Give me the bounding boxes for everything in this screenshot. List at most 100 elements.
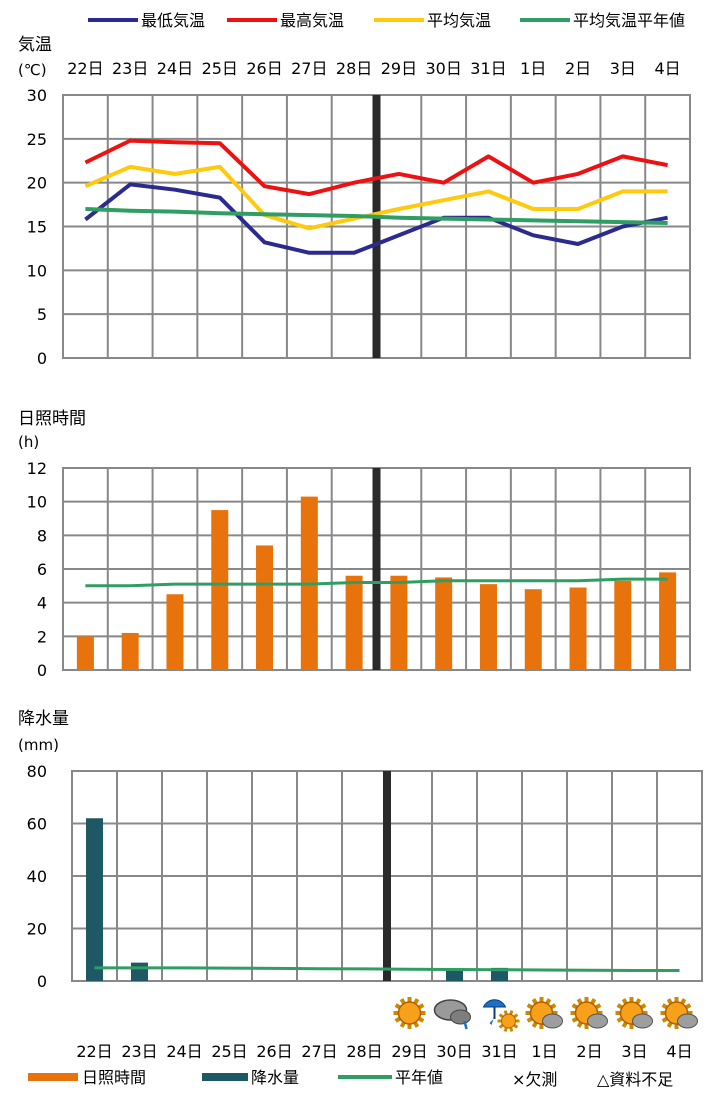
sunny-cloudy-icon: [660, 997, 698, 1029]
arrow-mark: [489, 1019, 494, 1025]
sunny-cloudy-icon: [615, 997, 653, 1029]
legend-precip-label: 降水量: [251, 1068, 299, 1087]
bottom-day-label: 31日: [481, 1042, 517, 1061]
sun-disc: [501, 1013, 516, 1029]
sunshine-bar: [479, 584, 497, 670]
sun-disc: [397, 1001, 422, 1025]
sunshine-bar: [76, 636, 94, 670]
precip-chart-unit: (mm): [18, 736, 59, 754]
temp-day-label: 27日: [291, 59, 327, 78]
sunshine-bar: [659, 572, 677, 670]
avg-temp-line: [84, 164, 668, 231]
bottom-day-label: 30日: [436, 1042, 472, 1061]
sunshine-bar: [569, 587, 587, 670]
sunshine-bar: [121, 632, 139, 670]
sun-ray: [513, 1023, 519, 1029]
sun-ray: [498, 1023, 504, 1029]
sunshine-bar: [390, 575, 408, 670]
legend-precip-swatch: [202, 1073, 248, 1081]
sun-ray: [503, 1027, 508, 1032]
sunshine-ytick-label: 0: [37, 661, 47, 680]
sunshine-bar: [166, 594, 184, 670]
sunshine-ytick-label: 4: [37, 594, 47, 613]
sunshine-bar: [345, 575, 363, 670]
sunshine-bar: [524, 589, 542, 670]
sunshine-bar: [211, 510, 229, 670]
sun-ray: [509, 1027, 514, 1032]
sun-ray: [513, 1013, 519, 1019]
precip-ytick-label: 60: [27, 815, 47, 834]
temp-legend: 最低気温 最高気温 平均気温 平均気温平年値: [88, 11, 685, 30]
weather-icon-row: [393, 997, 698, 1032]
sunshine-chart: 0 2 4 6 8 10 12: [27, 459, 691, 680]
sunshine-normal-line: [85, 577, 668, 588]
sunshine-ytick-label: 2: [37, 627, 47, 646]
sunshine-ytick-label: 12: [27, 459, 47, 478]
temp-day-label: 3日: [610, 59, 636, 78]
precip-ytick-label: 40: [27, 867, 47, 886]
precip-ytick-label: 20: [27, 920, 47, 939]
precip-chart-title: 降水量: [18, 709, 69, 729]
temp-ytick-label: 25: [27, 130, 47, 149]
precip-chart: 0 20 40 60 80: [27, 762, 703, 991]
temp-chart-title: 気温: [18, 35, 52, 55]
bottom-day-label: 3日: [621, 1042, 647, 1061]
bottom-day-label: 27日: [301, 1042, 337, 1061]
temp-day-label: 25日: [202, 59, 238, 78]
insufficient-note: △資料不足: [597, 1070, 673, 1089]
temp-ytick-label: 20: [27, 174, 47, 193]
bottom-day-label: 1日: [531, 1042, 557, 1061]
precip-bar: [446, 970, 463, 981]
bottom-day-label: 29日: [391, 1042, 427, 1061]
temp-ytick-label: 0: [37, 349, 47, 368]
cloud-shape: [632, 1013, 653, 1029]
cloud-shape: [587, 1013, 608, 1029]
temp-ytick-label: 30: [27, 86, 47, 105]
bottom-day-label: 22日: [76, 1042, 112, 1061]
temp-day-label: 2日: [565, 59, 591, 78]
temp-ytick-label: 15: [27, 218, 47, 237]
sunshine-ytick-label: 6: [37, 560, 47, 579]
temp-day-label: 4日: [655, 59, 681, 78]
bottom-legend: 日照時間 降水量 平年値 ×欠測 △資料不足: [28, 1068, 673, 1089]
precip-bar: [86, 818, 103, 981]
temp-ytick-label: 5: [37, 305, 47, 324]
bottom-day-label: 28日: [346, 1042, 382, 1061]
cloudy-rain-icon: [433, 999, 471, 1030]
temp-ytick-label: 10: [27, 261, 47, 280]
temp-day-label: 1日: [520, 59, 546, 78]
precip-ytick-label: 0: [37, 972, 47, 991]
temp-day-label: 22日: [67, 59, 103, 78]
temp-chart-unit: (℃): [18, 61, 47, 79]
temp-day-label: 24日: [157, 59, 193, 78]
temp-day-label: 23日: [112, 59, 148, 78]
sunshine-chart-title: 日照時間: [18, 409, 86, 429]
sunshine-ytick-label: 10: [27, 493, 47, 512]
sun-ray: [503, 1010, 508, 1015]
bottom-day-label: 23日: [121, 1042, 157, 1061]
umbrella-then-sunny-icon: [482, 999, 520, 1032]
cloud-shape: [677, 1013, 698, 1029]
precip-bar: [131, 962, 148, 981]
sunny-cloudy-icon: [525, 997, 563, 1029]
temp-day-label: 31日: [470, 59, 506, 78]
temp-day-label: 30日: [425, 59, 461, 78]
sunshine-bar: [435, 577, 453, 670]
legend-avg-label: 平均気温: [427, 11, 491, 30]
min-temp-line: [84, 182, 668, 255]
rain-drop: [463, 1020, 468, 1030]
legend-sunshine-label: 日照時間: [82, 1068, 146, 1087]
temp-day-label: 29日: [381, 59, 417, 78]
max-temp-line: [84, 138, 668, 197]
sun-ray: [498, 1013, 504, 1019]
legend-normal-label-bottom: 平年値: [395, 1068, 443, 1087]
sun-ray: [509, 1010, 514, 1015]
normal-temp-line: [85, 207, 668, 225]
cloud-shape: [542, 1013, 563, 1029]
sunshine-ytick-label: 8: [37, 526, 47, 545]
temp-day-labels: 22日 23日 24日 25日 26日 27日 28日 29日 30日 31日 1日 2日 3日 4日: [67, 59, 680, 78]
legend-sunshine-swatch: [28, 1073, 78, 1081]
bottom-day-label: 24日: [166, 1042, 202, 1061]
sunshine-chart-unit: (h): [18, 433, 39, 451]
